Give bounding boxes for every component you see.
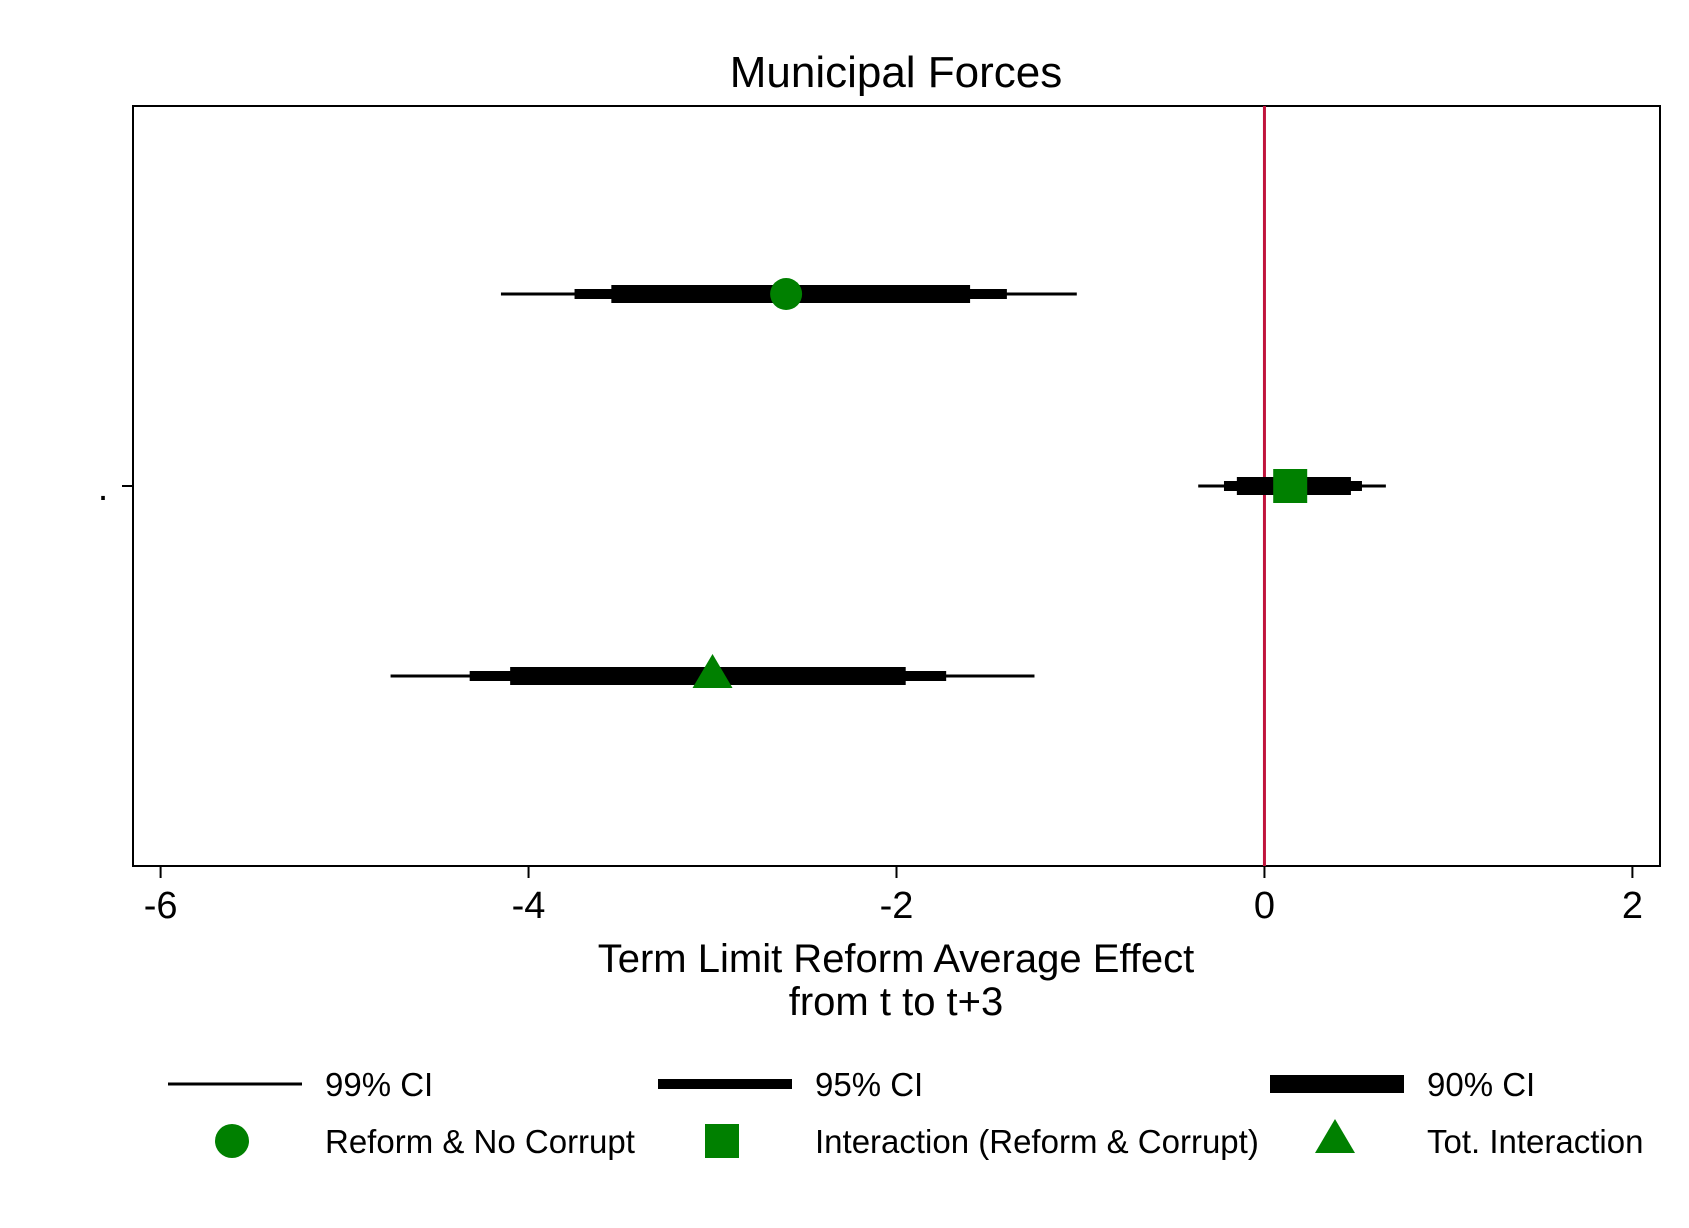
legend-square-marker bbox=[705, 1124, 739, 1158]
x-axis-tick-label: 0 bbox=[1254, 885, 1275, 927]
legend: 99% CI 95% CI 90% CI Reform & No Corrupt Int… bbox=[168, 1066, 1643, 1160]
x-axis-title-line-2: from t to t+3 bbox=[789, 980, 1004, 1024]
plot-marks bbox=[390, 278, 1386, 688]
estimate-point-circle bbox=[770, 278, 803, 310]
x-axis-tick-label: -6 bbox=[144, 885, 178, 927]
chart-title: Municipal Forces bbox=[730, 48, 1063, 97]
x-axis: -6 -4 -2 0 2 bbox=[144, 866, 1643, 927]
legend-label-ci: 95% CI bbox=[815, 1066, 923, 1103]
coefficient-row-1 bbox=[500, 278, 1077, 310]
legend-circle-marker bbox=[215, 1124, 249, 1158]
x-axis-tick-label: 2 bbox=[1622, 885, 1643, 927]
legend-label-marker: Reform & No Corrupt bbox=[325, 1123, 635, 1160]
legend-label-marker: Interaction (Reform & Corrupt) bbox=[815, 1123, 1259, 1160]
y-axis-tick-label: . bbox=[98, 467, 109, 509]
legend-triangle-marker bbox=[1315, 1119, 1355, 1153]
legend-label-ci: 99% CI bbox=[325, 1066, 433, 1103]
x-axis-tick-label: -4 bbox=[512, 885, 546, 927]
estimate-point-triangle bbox=[692, 654, 733, 688]
estimate-point-square bbox=[1273, 469, 1308, 503]
x-axis-tick-label: -2 bbox=[880, 885, 914, 927]
legend-label-ci: 90% CI bbox=[1427, 1066, 1535, 1103]
coefficient-row-3 bbox=[390, 654, 1035, 688]
coefficient-row-2 bbox=[1198, 469, 1386, 503]
x-axis-title-line-1: Term Limit Reform Average Effect bbox=[598, 937, 1195, 981]
legend-label-marker: Tot. Interaction bbox=[1427, 1123, 1643, 1160]
